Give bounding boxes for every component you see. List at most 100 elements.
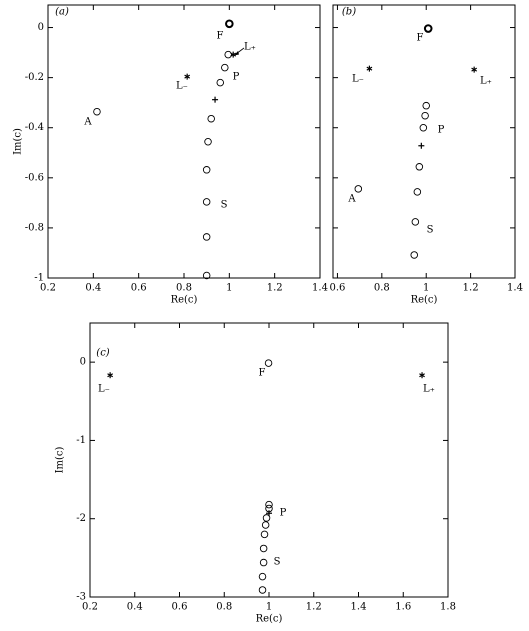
panel-label: (b)	[342, 7, 356, 18]
point	[216, 78, 225, 87]
annotation: L₊	[423, 384, 435, 395]
annotation: P	[438, 125, 445, 136]
y-tick-label: -2	[76, 513, 86, 524]
point	[413, 188, 422, 196]
y-tick-label: -3	[76, 592, 86, 603]
point	[422, 101, 430, 110]
x-tick-label: 1	[266, 602, 272, 613]
x-tick-label: 1.6	[395, 602, 411, 613]
x-tick-label: 0.8	[374, 283, 390, 294]
x-tick-label: 1.2	[306, 602, 322, 613]
annotation: A	[83, 117, 92, 128]
star-stroke	[419, 373, 425, 378]
x-tick-label: 1.2	[463, 283, 479, 294]
point	[260, 530, 269, 539]
point	[410, 251, 418, 259]
x-tick-label: 1.4	[507, 283, 523, 294]
x-tick-label: 0.6	[329, 283, 345, 294]
y-axis-label: Im(c)	[13, 128, 24, 155]
star-point	[230, 51, 237, 58]
point	[264, 359, 273, 367]
point	[423, 24, 433, 33]
point	[258, 572, 267, 581]
star-stroke	[107, 373, 114, 378]
y-tick-label: -0.6	[25, 172, 44, 183]
point	[354, 185, 363, 193]
star-point	[366, 65, 373, 72]
x-tick-label: 0.6	[172, 602, 188, 613]
star-stroke	[471, 67, 478, 72]
annotation: P	[280, 508, 287, 519]
annotation: S	[221, 200, 228, 211]
x-tick-label: 1.2	[267, 283, 283, 294]
x-axis-label: Re(c)	[256, 614, 283, 625]
y-tick-label: -1	[34, 273, 44, 284]
panel-label: (a)	[55, 7, 69, 18]
point	[202, 198, 211, 206]
x-tick-label: 0.4	[85, 283, 101, 294]
annotation: S	[427, 225, 434, 236]
annotation: L₊	[480, 76, 492, 87]
point	[204, 138, 212, 146]
arrow-head	[234, 51, 239, 56]
plus-point	[212, 96, 219, 103]
point	[225, 19, 234, 29]
star-stroke	[366, 66, 373, 71]
star-point	[107, 372, 114, 379]
x-tick-label: 1	[423, 283, 429, 294]
star-stroke	[230, 52, 237, 57]
plus-point	[266, 510, 272, 517]
point	[207, 114, 215, 123]
x-tick-label: 0.2	[82, 602, 98, 613]
plus-point	[418, 142, 425, 149]
x-tick-label: 0.6	[131, 283, 147, 294]
annotation: L₊	[244, 42, 256, 53]
x-tick-label: 0.2	[40, 283, 56, 294]
x-tick-label: 0.4	[127, 602, 143, 613]
x-axis-label: Re(c)	[171, 295, 198, 306]
y-tick-label: -1	[76, 435, 86, 446]
x-tick-label: 1.4	[312, 283, 328, 294]
point	[259, 558, 268, 567]
point	[421, 111, 429, 120]
annotation: F	[259, 368, 266, 379]
point	[202, 233, 211, 241]
annotation: S	[274, 557, 281, 568]
point	[262, 514, 271, 522]
x-tick-label: 0.8	[176, 283, 192, 294]
annotation: F	[417, 33, 424, 44]
y-tick-label: -0.4	[25, 122, 44, 133]
point	[93, 107, 101, 116]
point	[411, 218, 420, 226]
x-tick-label: 1.8	[440, 602, 456, 613]
plot-frame	[332, 4, 516, 279]
point	[419, 123, 428, 132]
plot-frame	[89, 322, 449, 598]
y-tick-label: 0	[38, 22, 44, 33]
annotation: L₋	[176, 81, 188, 92]
point	[224, 50, 232, 59]
star-point	[471, 66, 478, 73]
star-stroke	[184, 74, 191, 79]
y-tick-label: 0	[80, 357, 86, 368]
point	[415, 163, 424, 171]
point	[261, 521, 270, 529]
y-tick-label: -0.2	[25, 72, 44, 83]
annotation: F	[217, 31, 224, 42]
point	[202, 271, 211, 280]
point	[259, 544, 268, 553]
annotation: L₋	[352, 74, 364, 85]
x-tick-label: 1.4	[351, 602, 367, 613]
annotation: A	[347, 194, 356, 205]
panel-label: (c)	[96, 348, 110, 359]
point	[202, 166, 211, 174]
y-tick-label: -0.8	[25, 222, 44, 233]
plot-frame	[47, 4, 321, 279]
star-point	[184, 73, 191, 80]
y-axis-label: Im(c)	[55, 446, 66, 473]
x-tick-label: 0.8	[216, 602, 232, 613]
annotation: P	[233, 72, 240, 83]
point	[221, 63, 229, 72]
x-axis-label: Re(c)	[411, 295, 438, 306]
